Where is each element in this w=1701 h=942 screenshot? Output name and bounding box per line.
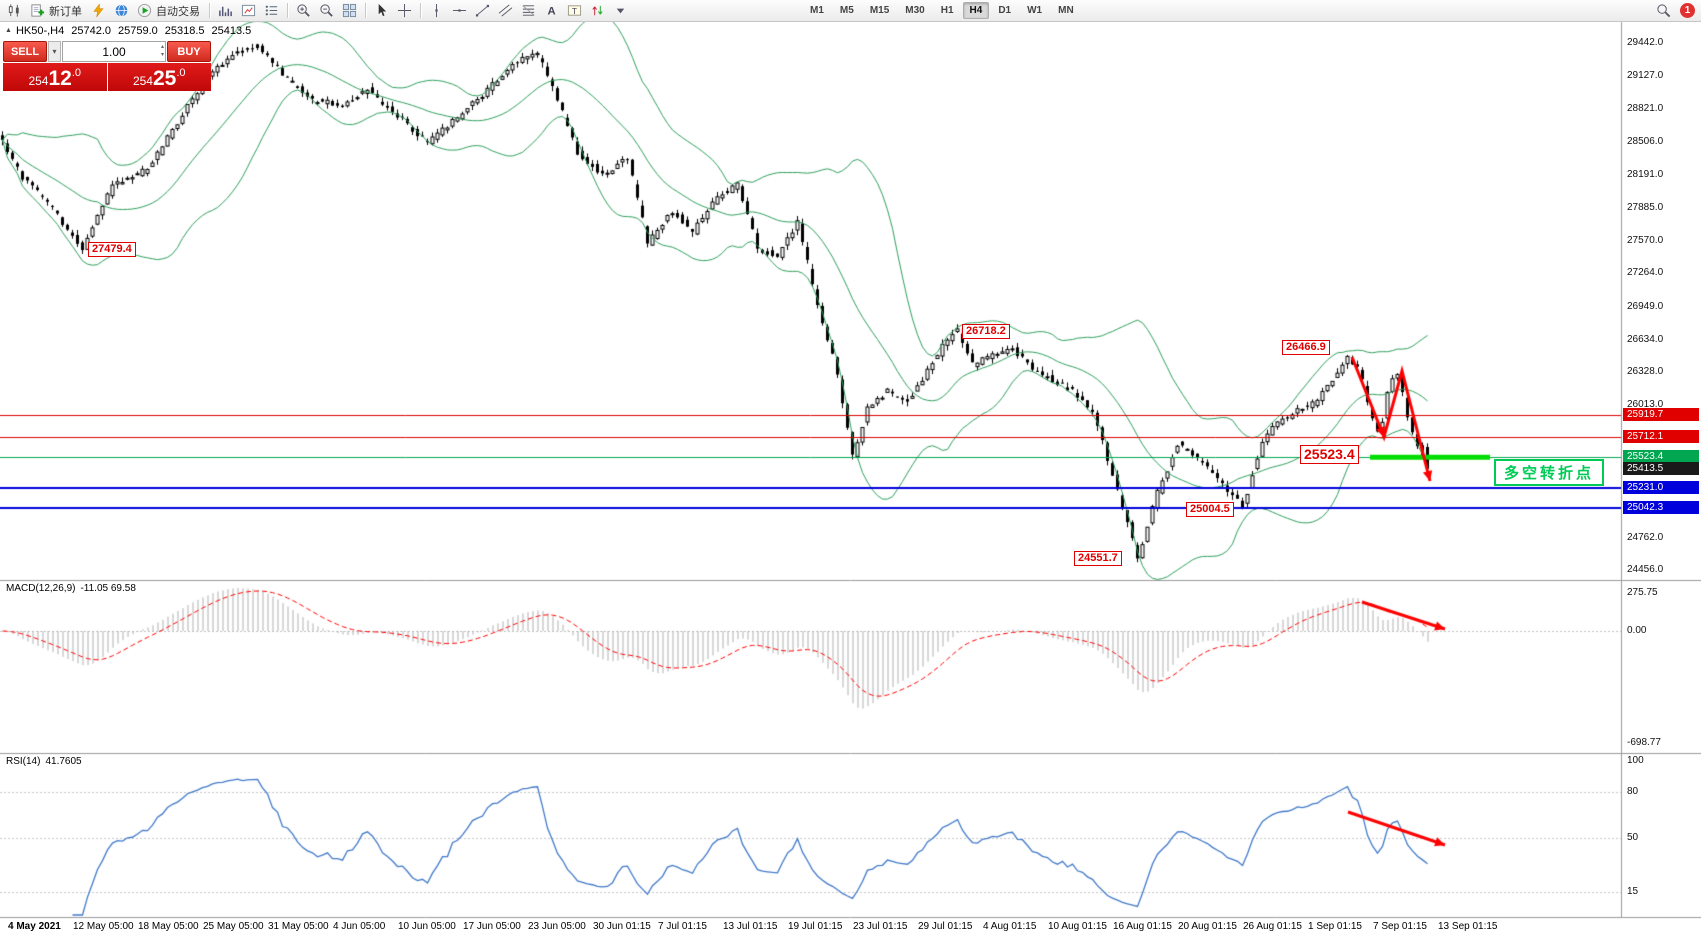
svg-text:T: T (572, 6, 577, 16)
dropdown-icon[interactable] (609, 2, 632, 20)
volume-input[interactable]: 1.00 ▴ ▾ (62, 41, 166, 62)
macd-values: -11.05 69.58 (80, 583, 136, 594)
buy-p-dec: .0 (176, 67, 186, 79)
sell-dropdown-icon[interactable]: ▾ (48, 41, 61, 62)
zoom-in-icon[interactable] (292, 2, 315, 20)
autotrading-button[interactable] (133, 2, 156, 20)
volume-spinner[interactable]: ▴ ▾ (160, 44, 164, 58)
sell-price[interactable]: 254 12.0 (3, 63, 107, 91)
buy-p-pre: 254 (132, 74, 153, 88)
sell-p-pre: 254 (28, 74, 49, 88)
buy-button[interactable]: BUY (167, 41, 211, 62)
high-value: 25759.0 (118, 25, 158, 37)
search-icon[interactable] (1652, 2, 1675, 20)
sell-button[interactable]: SELL (3, 41, 47, 62)
timeframe-mn[interactable]: MN (1058, 5, 1074, 16)
notification-badge[interactable]: 1 (1680, 3, 1695, 18)
timeframe-m5[interactable]: M5 (839, 5, 854, 16)
vertical-line-icon[interactable] (425, 2, 448, 20)
toolbar-separator (420, 3, 421, 18)
macd-label: MACD(12,26,9) -11.05 69.58 (6, 583, 136, 594)
channel-icon[interactable] (494, 2, 517, 20)
rsi-label: RSI(14) 41.7605 (6, 756, 82, 767)
objects-list-icon[interactable] (260, 2, 283, 20)
label-icon[interactable]: T (563, 2, 586, 20)
timeframe-h4[interactable]: H4 (962, 2, 990, 19)
close-value: 25413.5 (211, 25, 252, 37)
timeframe-m15[interactable]: M15 (869, 5, 890, 16)
sell-p-big: 12 (48, 67, 72, 90)
timeframe-w1[interactable]: W1 (1027, 5, 1043, 16)
new-order-button[interactable] (26, 2, 49, 20)
toolbar: 新订单 自动交易 A T M1 M5 M15 M30 H1 H4 D1 W1 MN 1 (0, 0, 1701, 22)
autotrading-button-label[interactable]: 自动交易 (156, 5, 200, 18)
tile-windows-icon[interactable] (338, 2, 361, 20)
toolbar-right: 1 (1652, 2, 1698, 20)
rsi-value: 41.7605 (45, 756, 82, 767)
indicators-icon[interactable] (214, 2, 237, 20)
toolbar-separator (209, 3, 210, 18)
rsi-name: RSI(14) (6, 756, 41, 767)
crosshair-icon[interactable] (393, 2, 416, 20)
timeframe-m30[interactable]: M30 (905, 5, 925, 16)
charts-icon[interactable] (87, 2, 110, 20)
cursor-icon[interactable] (370, 2, 393, 20)
symbol-timeframe: HK50-,H4 (15, 25, 65, 37)
timeframe-m1[interactable]: M1 (810, 5, 824, 16)
indicator-window-icon[interactable] (237, 2, 260, 20)
text-icon[interactable]: A (540, 2, 563, 20)
toolbar-separator (365, 3, 366, 18)
svg-text:A: A (547, 6, 555, 18)
buy-p-big: 25 (152, 67, 177, 90)
timeframe-h1[interactable]: H1 (940, 5, 954, 16)
arrows-icon[interactable] (586, 2, 609, 20)
new-chart-icon[interactable] (3, 2, 26, 20)
fibonacci-icon[interactable] (517, 2, 540, 20)
horizontal-line-icon[interactable] (448, 2, 471, 20)
sell-p-dec: .0 (71, 67, 82, 79)
trendline-icon[interactable] (471, 2, 494, 20)
new-order-button-label[interactable]: 新订单 (49, 5, 82, 18)
timeframe-d1[interactable]: D1 (998, 5, 1012, 16)
toolbar-separator (287, 3, 288, 18)
low-value: 25318.5 (164, 25, 205, 37)
macd-name: MACD(12,26,9) (6, 583, 76, 594)
community-icon[interactable] (110, 2, 133, 20)
open-value: 25742.0 (71, 25, 111, 37)
volume-value: 1.00 (102, 44, 126, 59)
expand-icon[interactable]: ▲ (5, 27, 12, 34)
toolbar-buttons: 新订单 自动交易 A T (3, 2, 632, 20)
buy-price[interactable]: 254 25.0 (107, 63, 211, 91)
chart-title: ▲ HK50-,H4 25742.0 25759.0 25318.5 25413.5 (5, 25, 251, 37)
one-click-trading-widget: SELL ▾ 1.00 ▴ ▾ BUY 254 12.0 254 25.0 (3, 41, 211, 91)
zoom-out-icon[interactable] (315, 2, 338, 20)
timeframe-bar: M1 M5 M15 M30 H1 H4 D1 W1 MN (802, 2, 1082, 19)
